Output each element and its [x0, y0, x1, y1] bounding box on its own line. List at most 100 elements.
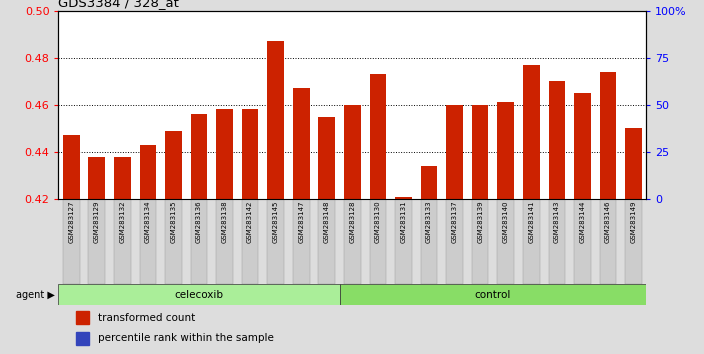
- Bar: [600, 199, 616, 354]
- Text: GSM283134: GSM283134: [145, 201, 151, 243]
- Bar: [395, 199, 412, 284]
- Bar: [63, 199, 80, 354]
- Text: GSM283136: GSM283136: [196, 201, 202, 243]
- Bar: [293, 199, 310, 354]
- Text: GSM283131: GSM283131: [401, 201, 406, 243]
- Bar: [625, 199, 642, 354]
- Bar: [548, 81, 565, 199]
- Text: GSM283140: GSM283140: [503, 201, 509, 243]
- Bar: [421, 199, 437, 354]
- Text: GSM283143: GSM283143: [554, 201, 560, 243]
- Bar: [318, 199, 335, 354]
- Text: percentile rank within the sample: percentile rank within the sample: [98, 333, 274, 343]
- Bar: [472, 199, 489, 354]
- Bar: [63, 135, 80, 199]
- Bar: [395, 199, 412, 354]
- Bar: [139, 145, 156, 199]
- Bar: [241, 109, 258, 199]
- Text: transformed count: transformed count: [98, 313, 195, 322]
- Text: agent ▶: agent ▶: [16, 290, 55, 299]
- Bar: [344, 105, 360, 199]
- Text: GSM283142: GSM283142: [247, 201, 253, 243]
- Bar: [76, 311, 89, 324]
- Bar: [446, 199, 463, 354]
- Bar: [216, 199, 233, 284]
- Text: GDS3384 / 328_at: GDS3384 / 328_at: [58, 0, 180, 10]
- Text: GSM283149: GSM283149: [631, 201, 636, 243]
- Bar: [625, 128, 642, 199]
- Bar: [191, 114, 207, 199]
- Bar: [370, 199, 386, 354]
- Text: GSM283141: GSM283141: [528, 201, 534, 243]
- Bar: [139, 199, 156, 354]
- Text: GSM283135: GSM283135: [170, 201, 177, 243]
- Bar: [89, 199, 105, 284]
- Bar: [421, 166, 437, 199]
- Bar: [268, 199, 284, 354]
- Bar: [472, 199, 489, 284]
- Text: GSM283145: GSM283145: [272, 201, 279, 243]
- Text: GSM283128: GSM283128: [349, 201, 356, 243]
- Bar: [89, 156, 105, 199]
- Bar: [165, 199, 182, 354]
- Bar: [446, 199, 463, 284]
- Bar: [114, 156, 131, 199]
- Bar: [370, 74, 386, 199]
- Bar: [191, 199, 207, 284]
- Bar: [191, 199, 207, 354]
- Bar: [216, 109, 233, 199]
- Bar: [548, 199, 565, 284]
- Bar: [523, 199, 539, 284]
- Text: celecoxib: celecoxib: [175, 290, 223, 299]
- Bar: [600, 199, 616, 284]
- Text: GSM283130: GSM283130: [375, 201, 381, 243]
- Bar: [114, 199, 131, 354]
- Bar: [216, 199, 233, 354]
- Bar: [498, 102, 514, 199]
- Bar: [241, 199, 258, 284]
- Text: GSM283132: GSM283132: [119, 201, 125, 243]
- Bar: [574, 199, 591, 354]
- Text: GSM283146: GSM283146: [605, 201, 611, 243]
- Bar: [625, 199, 642, 284]
- Bar: [344, 199, 360, 354]
- Text: GSM283137: GSM283137: [451, 201, 458, 243]
- Text: control: control: [474, 290, 511, 299]
- Bar: [318, 116, 335, 199]
- Bar: [523, 199, 539, 354]
- Bar: [89, 199, 105, 354]
- Bar: [574, 199, 591, 284]
- Text: GSM283144: GSM283144: [579, 201, 586, 243]
- Bar: [421, 199, 437, 284]
- Text: GSM283138: GSM283138: [222, 201, 227, 243]
- Bar: [268, 41, 284, 199]
- Text: GSM283147: GSM283147: [298, 201, 304, 243]
- Bar: [472, 105, 489, 199]
- Bar: [268, 199, 284, 284]
- Bar: [446, 105, 463, 199]
- Text: GSM283127: GSM283127: [68, 201, 74, 243]
- Bar: [139, 199, 156, 284]
- Bar: [293, 199, 310, 284]
- Bar: [498, 199, 514, 284]
- Bar: [339, 284, 646, 306]
- Bar: [395, 196, 412, 199]
- Bar: [498, 199, 514, 354]
- Bar: [63, 199, 80, 284]
- Text: GSM283133: GSM283133: [426, 201, 432, 243]
- Text: GSM283148: GSM283148: [324, 201, 329, 243]
- Bar: [318, 199, 335, 284]
- Bar: [58, 284, 339, 306]
- Bar: [600, 72, 616, 199]
- Bar: [548, 199, 565, 354]
- Bar: [165, 131, 182, 199]
- Bar: [165, 199, 182, 284]
- Bar: [370, 199, 386, 284]
- Bar: [241, 199, 258, 354]
- Bar: [293, 88, 310, 199]
- Bar: [114, 199, 131, 284]
- Text: GSM283139: GSM283139: [477, 201, 483, 243]
- Bar: [76, 332, 89, 345]
- Bar: [574, 93, 591, 199]
- Bar: [523, 65, 539, 199]
